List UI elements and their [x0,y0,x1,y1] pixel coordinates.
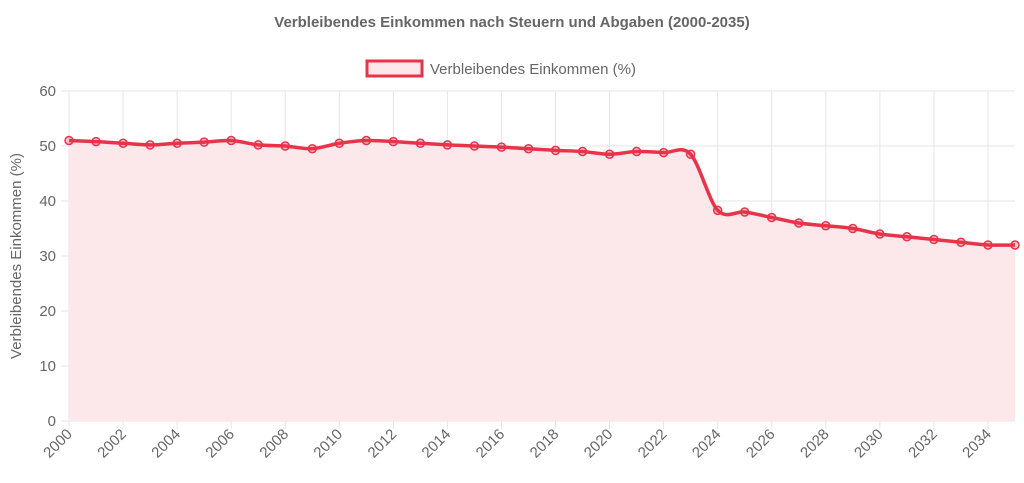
data-point [929,234,939,245]
x-tick-label: 2030 [851,426,887,462]
data-point [388,136,399,147]
x-tick-label: 2016 [473,426,509,462]
x-tick-label: 2014 [419,426,455,462]
y-tick-label: 40 [39,193,56,210]
y-axis-label: Verbleibendes Einkommen (%) [8,153,25,359]
data-point [739,207,750,217]
x-tick-label: 2000 [40,426,76,462]
x-tick-label: 2024 [689,426,725,462]
data-point [604,149,615,159]
chart-title: Verbleibendes Einkommen nach Steuern und… [274,14,749,31]
data-point [983,240,993,250]
data-point [64,135,74,146]
y-tick-label: 30 [39,248,56,265]
x-tick-label: 2018 [527,426,563,462]
data-point [496,142,507,152]
y-tick-label: 50 [39,138,56,155]
data-point [523,144,534,154]
data-point [848,223,858,234]
data-point [658,147,669,158]
x-tick-label: 2032 [905,426,941,462]
data-point [415,138,426,148]
y-tick-label: 20 [39,303,56,320]
x-tick-label: 2012 [365,426,401,462]
data-point [956,237,966,247]
data-point [577,146,588,157]
x-tick-label: 2006 [202,426,238,462]
data-point [875,229,885,239]
legend-label[interactable]: Verbleibendes Einkommen (%) [430,61,636,78]
data-point [118,138,128,148]
data-point [766,212,777,223]
data-point [361,135,372,146]
data-point [550,145,561,156]
data-point [226,135,236,146]
data-point [821,221,831,231]
x-tick-label: 2002 [94,426,130,462]
data-point [280,141,290,151]
data-point [1010,240,1020,250]
data-point [199,137,209,147]
data-point [469,141,480,151]
x-tick-label: 2022 [635,426,671,462]
data-point [172,138,182,148]
data-point [145,140,155,150]
data-point [712,205,723,216]
data-point [794,218,804,228]
x-tick-label: 2008 [256,426,292,462]
series-line [68,138,1016,247]
data-point [307,144,318,154]
data-point [631,146,642,157]
area-fill [69,140,1015,422]
y-tick-label: 60 [39,83,56,100]
data-point [334,138,345,148]
x-tick-label: 2028 [797,426,833,462]
data-point [902,232,912,242]
x-tick-label: 2034 [959,426,995,462]
x-tick-label: 2010 [310,426,346,462]
x-tick-label: 2004 [148,426,184,462]
data-point [685,149,696,159]
legend-swatch[interactable] [365,59,424,78]
x-tick-label: 2026 [743,426,779,462]
x-tick-label: 2020 [581,426,617,462]
data-point [442,140,453,150]
data-point [91,136,101,147]
y-tick-label: 0 [48,413,56,430]
data-point [253,140,263,150]
y-tick-label: 10 [39,358,56,375]
